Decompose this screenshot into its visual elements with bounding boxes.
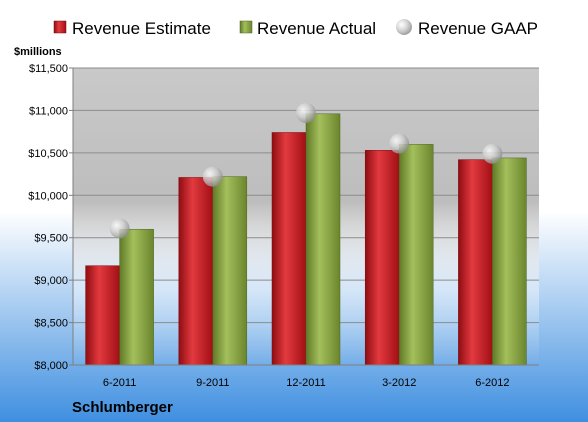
y-tick-label: $11,500: [29, 63, 68, 75]
y-axis-unit-label: $millions: [14, 46, 62, 58]
legend-item-actual: Revenue Actual: [239, 19, 376, 38]
x-tick-label: 9-2011: [196, 377, 229, 389]
bar-revenue-actual: [492, 157, 527, 366]
y-tick-label: $10,000: [28, 190, 68, 202]
y-tick-label: $8,500: [34, 318, 68, 330]
company-name: Schlumberger: [72, 399, 173, 416]
bar-revenue-actual: [119, 228, 154, 366]
bar-revenue-estimate: [458, 159, 493, 366]
y-tick-label: $9,000: [34, 275, 68, 287]
x-axis-ticks: 6-2011 9-2011 12-2011 3-2012 6-2012: [103, 377, 510, 389]
legend-swatch-estimate: [53, 20, 67, 34]
marker-revenue-gaap: [296, 102, 316, 123]
y-tick-label: $11,000: [29, 105, 68, 117]
bars: [85, 113, 527, 366]
bar-revenue-actual: [305, 113, 341, 366]
bar-revenue-actual: [212, 176, 248, 366]
bar-revenue-actual: [398, 144, 434, 366]
x-tick-label: 3-2012: [382, 377, 416, 389]
legend-label-actual: Revenue Actual: [257, 19, 376, 38]
y-tick-label: $9,500: [34, 233, 68, 245]
bar-revenue-estimate: [271, 132, 307, 366]
legend: Revenue Estimate Revenue Actual Revenue …: [53, 19, 538, 38]
marker-revenue-gaap: [389, 133, 410, 154]
bar-revenue-estimate: [364, 150, 400, 366]
legend-item-gaap: Revenue GAAP: [396, 19, 538, 38]
gaap-markers: [109, 102, 503, 239]
legend-label-gaap: Revenue GAAP: [418, 19, 538, 38]
legend-swatch-actual: [239, 20, 253, 34]
marker-revenue-gaap: [482, 143, 503, 164]
x-tick-label: 6-2012: [475, 377, 509, 389]
y-tick-label: $10,500: [28, 148, 68, 160]
x-tick-label: 6-2011: [103, 377, 136, 389]
bar-revenue-estimate: [178, 177, 214, 366]
x-tick-label: 12-2011: [286, 377, 326, 389]
legend-label-estimate: Revenue Estimate: [72, 19, 211, 38]
legend-item-estimate: Revenue Estimate: [53, 19, 211, 38]
marker-revenue-gaap: [202, 166, 223, 187]
y-axis-ticks: $8,000 $8,500 $9,000 $9,500 $10,000 $10,500 $1…: [28, 63, 73, 372]
bar-revenue-estimate: [85, 265, 120, 366]
marker-revenue-gaap: [109, 218, 130, 239]
y-tick-label: $8,000: [34, 360, 68, 372]
legend-swatch-gaap: [396, 19, 412, 35]
